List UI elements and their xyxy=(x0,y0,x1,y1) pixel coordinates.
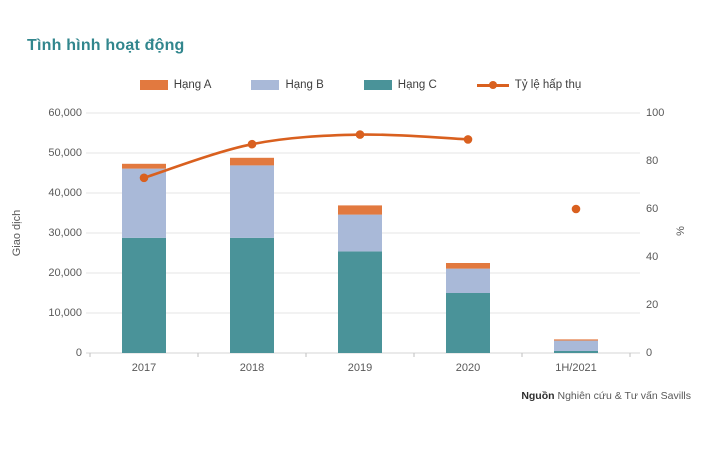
chart-legend: Hạng A Hạng B Hạng C Tỷ lệ hấp thụ xyxy=(0,79,721,91)
bar-segment xyxy=(554,351,598,353)
right-axis-tick-label: 40 xyxy=(646,251,659,263)
source-text: Nghiên cứu & Tư vấn Savills xyxy=(557,390,691,402)
legend-line-marker-icon xyxy=(476,80,509,90)
legend-label: Hạng A xyxy=(173,79,212,91)
legend-item: Hạng B xyxy=(251,79,324,91)
right-axis-tick-label: 80 xyxy=(646,155,659,167)
absorption-point xyxy=(571,204,581,214)
left-axis-tick-label: 10,000 xyxy=(48,307,82,319)
legend-swatch-icon xyxy=(251,80,280,90)
right-axis-title: % xyxy=(675,226,687,236)
legend-label: Hạng B xyxy=(285,79,324,91)
bar-segment xyxy=(122,237,166,353)
bar-segment xyxy=(338,205,382,215)
right-axis-tick-label: 0 xyxy=(646,347,653,359)
source-prefix: Nguồn xyxy=(521,390,555,402)
absorption-point xyxy=(247,139,257,149)
x-axis-category-label: 2017 xyxy=(131,362,157,374)
legend-swatch-icon xyxy=(363,80,392,90)
x-axis-category-label: 2018 xyxy=(239,362,265,374)
bar-segment xyxy=(230,157,274,166)
bar-segment xyxy=(122,163,166,169)
left-axis-tick-label: 30,000 xyxy=(48,227,82,239)
left-axis-tick-label: 40,000 xyxy=(48,187,82,199)
bar-segment xyxy=(446,263,490,269)
absorption-point xyxy=(355,130,365,139)
absorption-point xyxy=(139,173,149,183)
legend-label: Tỷ lệ hấp thụ xyxy=(514,79,582,91)
left-axis-tick-label: 20,000 xyxy=(48,267,82,279)
chart-title: Tình hình hoạt động xyxy=(27,37,185,54)
right-axis-tick-label: 100 xyxy=(646,107,665,119)
absorption-point xyxy=(463,135,473,144)
x-axis-category-label: 2019 xyxy=(347,362,373,374)
left-axis-title: Giao dịch xyxy=(11,209,23,257)
right-axis-tick-label: 60 xyxy=(646,203,659,215)
legend-item: Hạng C xyxy=(363,79,437,91)
right-axis-tick-label: 20 xyxy=(646,299,659,311)
bar-segment xyxy=(338,214,382,252)
source-note: Nguồn Nghiên cứu & Tư vấn Savills xyxy=(521,390,691,402)
left-axis-tick-label: 60,000 xyxy=(48,107,82,119)
bar-segment xyxy=(446,293,490,353)
left-axis-tick-label: 50,000 xyxy=(48,147,82,159)
legend-item: Hạng A xyxy=(139,79,212,91)
legend-swatch-icon xyxy=(139,80,168,90)
bar-segment xyxy=(554,339,598,341)
bar-segment xyxy=(230,237,274,353)
legend-item: Tỷ lệ hấp thụ xyxy=(476,79,582,91)
bar-segment xyxy=(338,251,382,353)
bar-segment xyxy=(554,340,598,351)
bar-segment xyxy=(446,268,490,293)
absorption-line xyxy=(143,133,469,180)
x-axis-category-label: 1H/2021 xyxy=(555,362,597,374)
legend-label: Hạng C xyxy=(397,79,437,91)
x-axis-category-label: 2020 xyxy=(455,362,481,374)
left-axis-tick-label: 0 xyxy=(75,347,82,359)
bar-segment xyxy=(230,165,274,238)
